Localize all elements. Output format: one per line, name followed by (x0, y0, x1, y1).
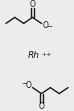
Text: −: − (21, 81, 27, 87)
Text: −: − (46, 24, 52, 30)
Text: O: O (25, 81, 31, 90)
Text: Rh: Rh (28, 51, 40, 60)
Text: ++: ++ (41, 52, 52, 57)
Text: O: O (38, 102, 44, 111)
Text: O: O (30, 0, 36, 9)
Text: O: O (43, 21, 49, 30)
